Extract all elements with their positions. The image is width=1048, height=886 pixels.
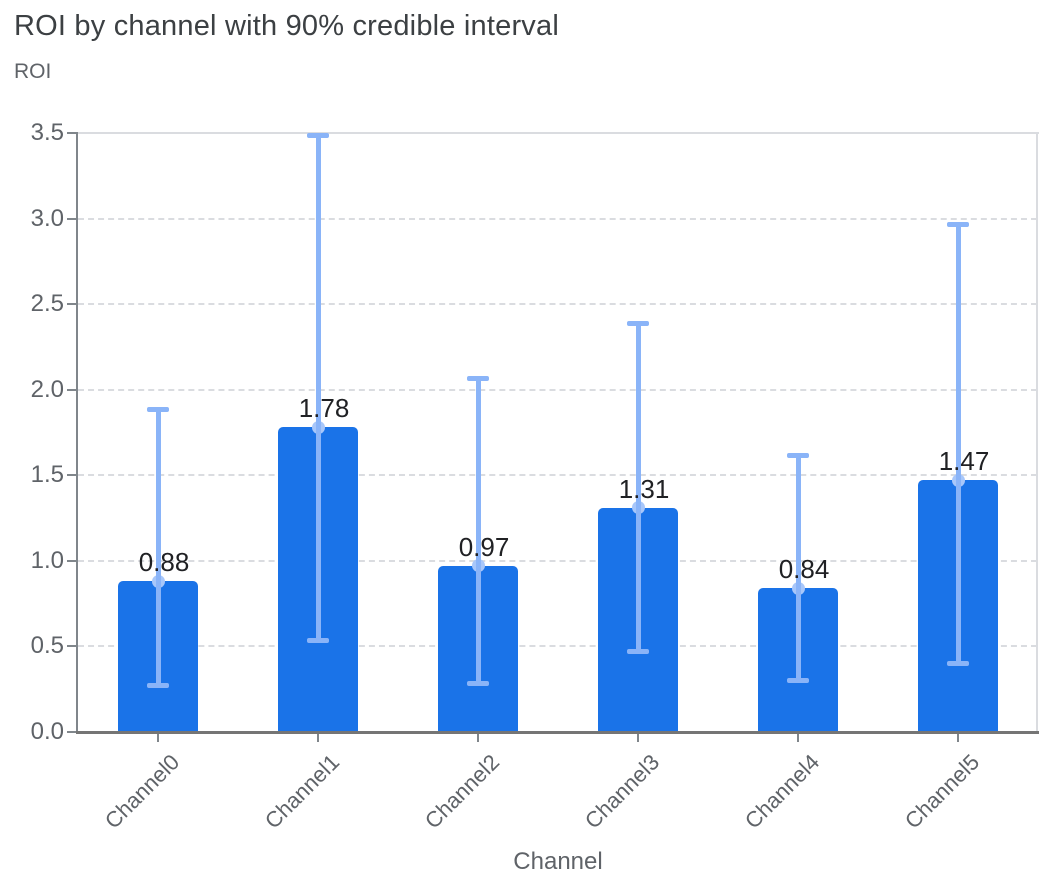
error-bar-cap-bottom: [787, 677, 809, 683]
y-tick-label: 1.5: [30, 461, 64, 489]
y-tick-mark: [67, 474, 76, 477]
x-tick-mark: [797, 734, 799, 742]
y-tick-label: 2.0: [30, 375, 64, 403]
error-bar-stem: [315, 134, 321, 642]
bar-value-label: 0.84: [778, 554, 830, 585]
gridline: [78, 645, 1037, 648]
y-tick-mark: [67, 217, 76, 220]
chart-title: ROI by channel with 90% credible interva…: [14, 10, 559, 42]
y-tick-label: 2.5: [30, 290, 64, 318]
x-tick-label: Channel4: [739, 749, 824, 834]
x-tick-label: Channel2: [419, 749, 504, 834]
error-bar-cap-top: [147, 406, 169, 412]
x-tick-label: Channel1: [259, 749, 344, 834]
gridline: [78, 474, 1037, 477]
y-tick-label: 3.5: [30, 119, 64, 146]
x-tick-label: Channel0: [99, 749, 184, 834]
error-bar-cap-bottom: [307, 638, 329, 644]
plot-top-border: [78, 132, 1039, 134]
x-tick-label: Channel5: [899, 749, 984, 834]
error-bar-stem: [955, 223, 961, 664]
bar-value-label: 1.78: [298, 393, 350, 424]
x-axis-line: [76, 731, 1039, 734]
bar-value-label: 0.97: [458, 531, 510, 562]
error-bar-cap-bottom: [627, 648, 649, 654]
error-bar-cap-top: [947, 221, 969, 227]
y-tick-label: 1.0: [30, 546, 64, 574]
gridline: [78, 303, 1037, 306]
y-tick-mark: [67, 731, 76, 733]
error-bar-cap-bottom: [147, 682, 169, 688]
error-bar-stem: [635, 322, 641, 652]
error-bar-stem: [475, 377, 481, 685]
x-tick-label: Channel3: [579, 749, 664, 834]
gridline: [78, 217, 1037, 220]
y-tick-label: 0.0: [30, 718, 64, 745]
bar-value-label: 1.31: [618, 473, 670, 504]
y-tick-mark: [67, 559, 76, 562]
x-axis-title: Channel: [513, 848, 603, 875]
error-bar-cap-top: [627, 320, 649, 326]
gridline: [78, 559, 1037, 562]
error-bar-cap-top: [307, 132, 329, 138]
y-axis-line: [76, 132, 78, 734]
error-bar-cap-top: [467, 375, 489, 381]
gridline: [78, 388, 1037, 391]
error-bar-cap-bottom: [467, 681, 489, 687]
bar-value-label: 0.88: [138, 547, 190, 578]
y-tick-mark: [67, 388, 76, 391]
y-axis-title: ROI: [14, 60, 52, 83]
y-tick-label: 3.0: [30, 204, 64, 232]
y-tick-mark: [67, 132, 76, 134]
y-tick-label: 0.5: [30, 632, 64, 660]
y-tick-mark: [67, 303, 76, 306]
error-bar-stem: [795, 454, 801, 681]
x-tick-mark: [157, 734, 159, 742]
x-tick-mark: [957, 734, 959, 742]
error-bar-stem: [155, 408, 161, 686]
error-bar-cap-top: [787, 452, 809, 458]
bar-value-label: 1.47: [938, 446, 990, 477]
x-tick-mark: [477, 734, 479, 742]
plot-right-border: [1036, 132, 1038, 733]
error-bar-cap-bottom: [947, 660, 969, 666]
x-tick-mark: [637, 734, 639, 742]
x-tick-mark: [317, 734, 319, 742]
y-tick-mark: [67, 645, 76, 648]
